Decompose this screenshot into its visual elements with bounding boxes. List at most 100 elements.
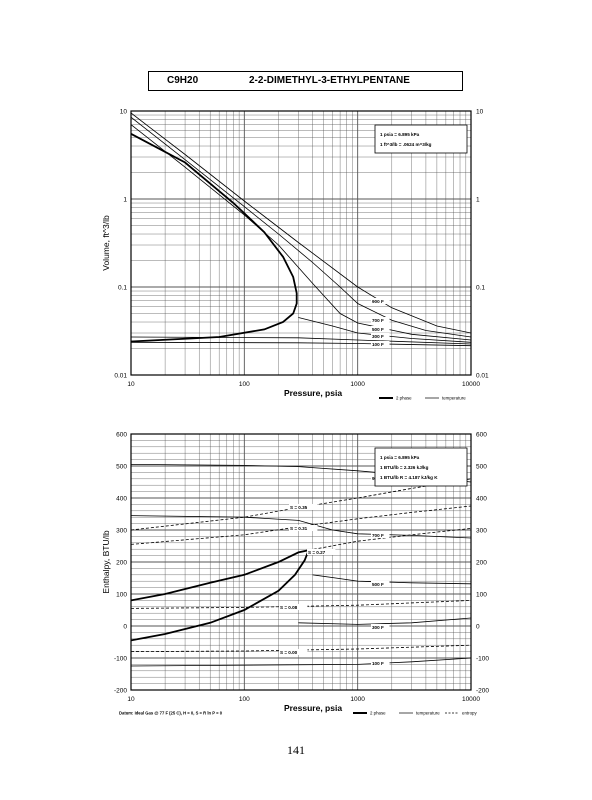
y-tick-label-right: 0.1 (476, 285, 485, 292)
plot-frame (130, 433, 472, 691)
series-label: 300 F (372, 625, 384, 630)
y-axis-label: Enthalpy, BTU/lb (101, 530, 111, 593)
legend-label: temperature (416, 711, 440, 716)
series-line (312, 574, 471, 585)
y-tick-label-right: -200 (476, 688, 489, 695)
compound-formula: C9H20 (167, 75, 199, 86)
x-axis-label: Pressure, psia (284, 388, 342, 398)
conversion-note: 1 BTU/lb R = 4.187 kJ/kg K (380, 475, 438, 480)
legend-label: 2 phase (396, 396, 412, 401)
series-label-bg (371, 298, 390, 304)
plot-frame (130, 110, 472, 376)
legend-label: entropy (462, 711, 477, 716)
conversion-notes-box (374, 124, 468, 154)
series-line (131, 112, 471, 334)
x-tick-label: 10000 (462, 696, 480, 703)
series-label-bg (307, 549, 336, 555)
page-number: 141 (287, 743, 305, 757)
series-line (298, 617, 471, 625)
series-label-bg (279, 604, 308, 610)
series-label-bg (371, 341, 390, 347)
series-line (131, 336, 471, 345)
gridlines (131, 434, 471, 690)
y-tick-label-right: 100 (476, 592, 487, 599)
y-tick-label-right: 300 (476, 528, 487, 535)
series-label: 100 F (372, 342, 384, 347)
series-label: 300 F (372, 334, 384, 339)
y-tick-label-right: 600 (476, 432, 487, 439)
series-line (131, 657, 471, 667)
conversion-note: 1 psia = 6.895 kPa (380, 455, 420, 460)
y-tick-label-right: 500 (476, 464, 487, 471)
conversion-note: 1 BTU/lb = 2.326 kJ/kg (380, 465, 429, 470)
series-line (131, 515, 471, 539)
series-label-bg (371, 624, 390, 630)
x-tick-label: 100 (239, 381, 250, 388)
y-tick-label-right: -100 (476, 656, 489, 663)
y-tick-label: 10 (120, 109, 128, 116)
series-group (131, 112, 471, 347)
y-tick-label: 400 (116, 496, 127, 503)
y-tick-label-right: 0.01 (476, 373, 489, 380)
datum-note: Datum: Ideal Gas @ 77 F (25 C), H = 0, S… (119, 711, 223, 716)
series-line (131, 341, 471, 347)
series-line (308, 528, 471, 551)
y-axis-label: Volume, ft^3/lb (101, 215, 111, 271)
x-tick-label: 1000 (350, 696, 365, 703)
conversion-notes-box (374, 447, 468, 487)
series-label-bg (371, 532, 390, 538)
y-tick-label: -100 (114, 656, 127, 663)
series-label: 500 F (372, 582, 384, 587)
series-label-bg (371, 333, 390, 339)
y-tick-label: 200 (116, 560, 127, 567)
series-label-bg (279, 649, 308, 655)
series-line (298, 317, 471, 343)
y-tick-label: 300 (116, 528, 127, 535)
x-tick-label: 100 (239, 696, 250, 703)
y-tick-label-right: 10 (476, 109, 484, 116)
series-label: S = 0.08 (280, 605, 298, 610)
compound-name: 2-2-DIMETHYL-3-ETHYLPENTANE (249, 75, 410, 86)
y-tick-label-right: 400 (476, 496, 487, 503)
series-label-bg (371, 581, 390, 587)
y-tick-label: 500 (116, 464, 127, 471)
series-label: S = 0.31 (290, 526, 308, 531)
x-tick-label: 10000 (462, 381, 480, 388)
y-tick-label: 1 (123, 197, 127, 204)
conversion-note: 1 ft^3/lb = .0624 m^3/kg (380, 142, 432, 147)
y-tick-label-right: 1 (476, 197, 480, 204)
x-tick-label: 10 (127, 381, 135, 388)
series-label-bg (371, 317, 390, 323)
series-label: S = 0.35 (290, 505, 308, 510)
y-tick-label: 0.01 (114, 373, 127, 380)
chart-title-box: C9H20 2-2-DIMETHYL-3-ETHYLPENTANE (148, 71, 463, 91)
legend-label: 2 phase (370, 711, 386, 716)
series-line (131, 505, 471, 545)
y-tick-label: 100 (116, 592, 127, 599)
x-tick-label: 1000 (350, 381, 365, 388)
series-label: S = 0.27 (308, 550, 326, 555)
series-label: S = 0.00 (280, 650, 298, 655)
series-label-bg (289, 525, 318, 531)
series-label-bg (371, 326, 390, 332)
legend-label: temperature (442, 396, 466, 401)
series-group (131, 464, 471, 667)
y-tick-label-right: 0 (476, 624, 480, 631)
series-label: 700 F (372, 318, 384, 323)
y-tick-label: -200 (114, 688, 127, 695)
series-line (131, 116, 471, 338)
series-line (131, 548, 311, 642)
y-tick-label: 600 (116, 432, 127, 439)
series-label: 100 F (372, 661, 384, 666)
series-line (131, 133, 298, 343)
series-line (131, 124, 471, 341)
series-label-bg (289, 504, 318, 510)
series-label: 900 F (372, 299, 384, 304)
conversion-note: 1 psia = 6.895 kPa (380, 132, 420, 137)
series-line (131, 478, 471, 531)
series-label: 700 F (372, 533, 384, 538)
x-tick-label: 10 (127, 696, 135, 703)
